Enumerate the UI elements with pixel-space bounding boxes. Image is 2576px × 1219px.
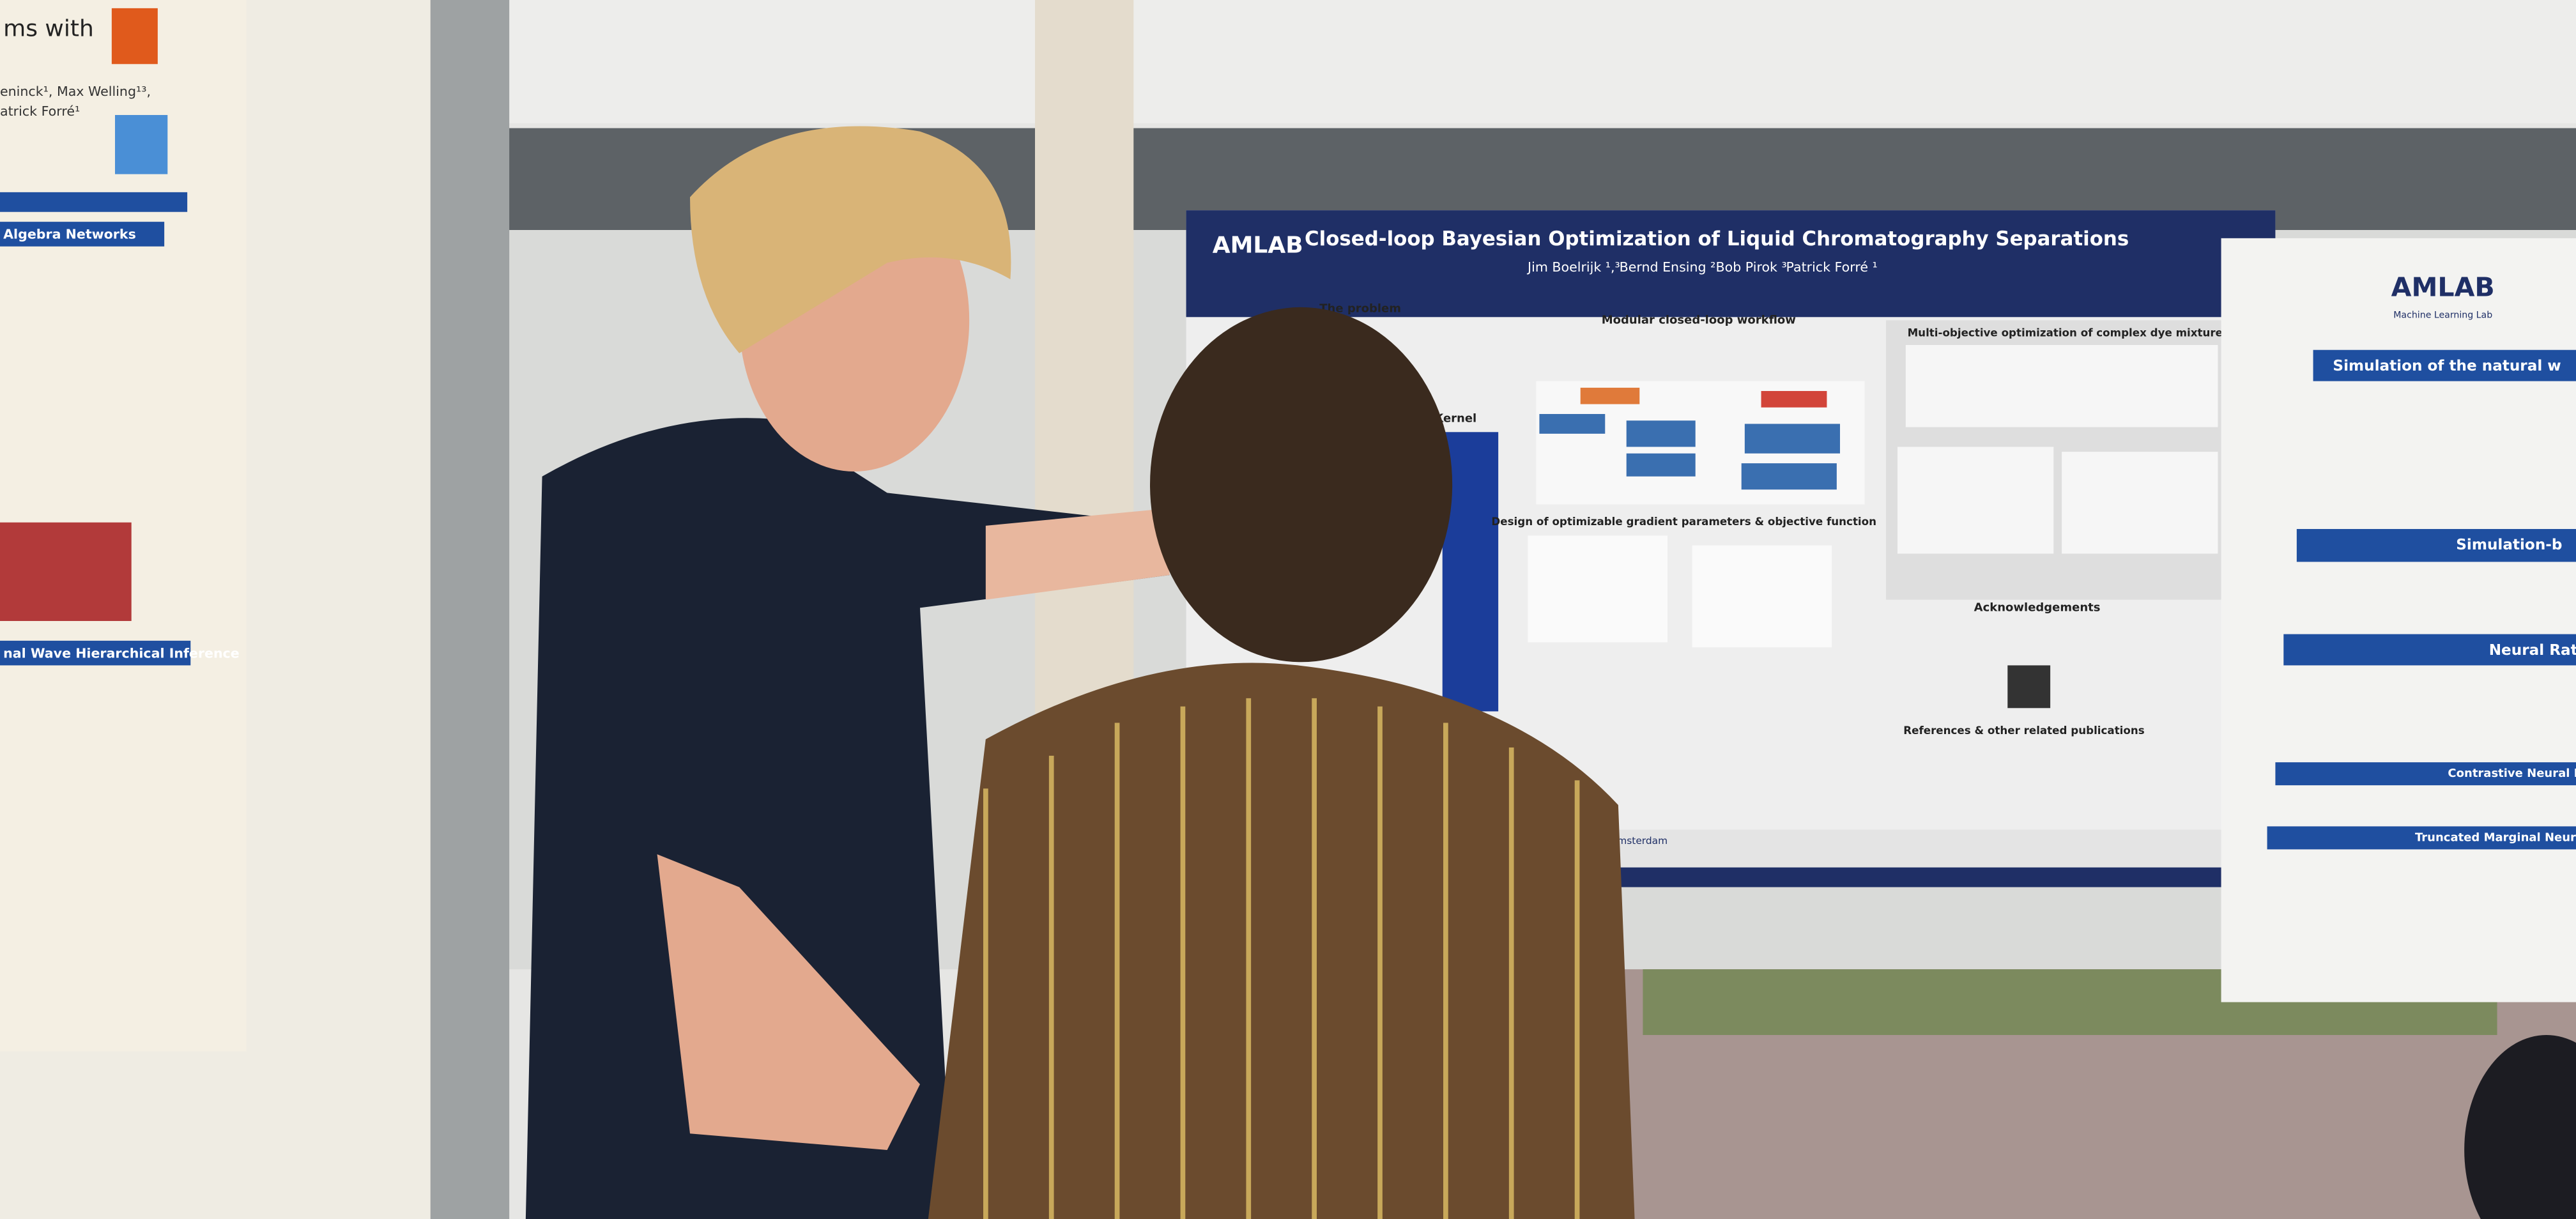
- qr-code: [2007, 665, 2051, 709]
- poster-text: eninck¹, Max Welling¹³,: [0, 84, 151, 99]
- section-heading: Multi-objective optimization of complex …: [1908, 326, 2223, 339]
- person-hair: [690, 126, 1011, 353]
- diagram-box: [1626, 453, 1696, 477]
- section-bar: [2296, 529, 2576, 562]
- section-heading: Simulation of the natural w: [2333, 358, 2561, 374]
- logo: [115, 115, 168, 174]
- section-heading: Contrastive Neural Ratio: [2448, 767, 2576, 780]
- poster-header: [1186, 210, 2276, 318]
- person: [2464, 1035, 2576, 1219]
- person-arm: [657, 854, 920, 1150]
- person-arm: [985, 509, 1170, 600]
- poster-author: Bernd Ensing ²: [1620, 259, 1716, 275]
- figure: [2062, 452, 2218, 554]
- figure: [0, 522, 132, 621]
- section-heading: Modular closed-loop workflow: [1602, 313, 1796, 326]
- facade-top: [493, 0, 2576, 123]
- poster-logo: AMLAB: [2391, 272, 2495, 303]
- section-heading: Acknowledgements: [1974, 601, 2101, 614]
- section-heading: Kernel: [1434, 412, 1476, 425]
- poster-text: Machine Learning Lab: [2393, 310, 2492, 321]
- diagram-box: [1580, 387, 1640, 404]
- section-heading: Truncated Marginal Neural R: [2415, 831, 2576, 844]
- poster-author: Bob Pirok ³: [1716, 259, 1787, 275]
- poster-text: Algebra Networks: [3, 227, 136, 242]
- figure: [1897, 447, 2054, 554]
- section-bar: [2313, 349, 2576, 381]
- poster-author: Jim Boelrijk ¹,³: [1526, 259, 1620, 275]
- poster-title: Closed-loop Bayesian Optimization of Liq…: [1305, 227, 2129, 250]
- section-heading: Simulation-b: [2456, 537, 2562, 553]
- section-bar: [0, 222, 165, 247]
- section-bar: [0, 192, 188, 212]
- person-shirt: [928, 663, 1635, 1219]
- person-head: [1150, 307, 1453, 663]
- diagram-box: [1626, 420, 1696, 447]
- figure: [1692, 545, 1832, 648]
- poster-text: nal Wave Hierarchical Inference: [3, 645, 240, 661]
- diagram-box: [1741, 463, 1837, 490]
- section-bar: [0, 640, 191, 666]
- section-heading: References & other related publications: [1903, 724, 2144, 737]
- window-frame: [430, 0, 510, 1219]
- diagram-box: [1761, 391, 1827, 408]
- figure: [1528, 535, 1667, 643]
- diagram-box: [1744, 424, 1840, 454]
- diagram-box: [1539, 414, 1606, 434]
- window-mullion: [1035, 0, 1134, 740]
- section-heading: Design of optimizable gradient parameter…: [1491, 515, 1876, 528]
- poster-author: Patrick Forré ¹: [1786, 259, 1878, 275]
- section-heading: Neural Ratio: [2489, 642, 2576, 659]
- section-bar: [2275, 762, 2576, 786]
- shirt-stripes: [983, 698, 1580, 1219]
- figure: [1905, 345, 2218, 427]
- section-heading: The problem: [1319, 302, 1401, 315]
- logo: [111, 8, 158, 65]
- poster-logo: AMLAB: [1213, 233, 1303, 259]
- section-bar: [2267, 826, 2576, 850]
- poster-text: ms with: [3, 15, 94, 42]
- section-bar: [2283, 634, 2576, 666]
- poster-text: atrick Forré¹: [0, 103, 80, 119]
